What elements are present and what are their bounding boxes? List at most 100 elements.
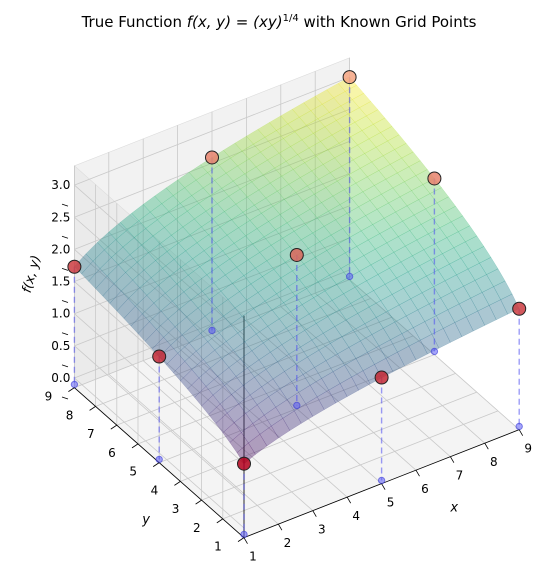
surface-cell [401,327,421,347]
surface-cell [159,234,179,252]
grid-line-floor-y [222,410,499,520]
surface-cell [324,284,344,301]
surface-cell [177,172,197,188]
surface-cell [195,341,216,360]
surface-cell [230,150,250,167]
surface-cell [399,190,419,207]
surface-cell [95,275,115,297]
surface-cell [364,146,384,163]
surface-cell [248,151,268,168]
surface-cell [233,235,253,252]
z-tick-mark [61,203,69,207]
surface-cell [149,310,169,330]
surface-cell [237,324,257,343]
surface-cell [237,158,257,175]
surface-cell [262,269,282,286]
data-point [152,349,167,364]
surface-cell [127,220,147,238]
surface-cell [261,378,281,398]
surface-cell [165,179,185,196]
surface-cell [203,242,223,259]
surface-cell [439,221,459,238]
surface-cell [170,334,190,354]
stem-base-dot [155,455,163,464]
surface-cell [406,199,426,216]
surface-cell [443,205,463,223]
surface-cell [219,219,239,236]
surface-cell [322,157,343,173]
y-tick-mark [237,537,245,542]
surface-cell [321,371,341,391]
x-tick-label: 7 [456,469,464,483]
surface-cell [378,339,398,359]
surface-cell [366,274,386,291]
surface-cell [467,262,487,281]
surface-cell [360,224,381,241]
surface-cell [223,307,243,325]
surface-cell [186,307,206,326]
chart-title: True Function f(x, y) = (xy)1/4 with Kno… [81,13,477,31]
surface-cell [367,170,387,186]
surface-cell [318,343,338,361]
surface-cell [222,422,242,443]
surface-cell [266,253,286,270]
surface-cell [416,233,436,250]
surface-cell [215,234,235,252]
surface-cell [313,290,333,308]
surface-cell [106,264,126,284]
surface-cell [263,229,283,246]
surface-cell [165,352,186,374]
surface-cell [372,217,392,234]
x-tick-mark [450,456,455,463]
surface-cell [342,221,362,238]
surface-cell [221,180,241,197]
surface-cell [264,130,284,146]
surface-cell [321,97,342,113]
surface-cell [366,109,386,125]
surface-cell [401,151,421,168]
surface-cell [111,246,131,266]
surface-cell [272,371,292,390]
surface-cell [306,118,326,134]
surface-cell [172,291,192,310]
z-tick-label: 3.0 [51,178,70,192]
surface-cell [354,115,374,131]
surface-cell [367,345,387,365]
surface-cell [282,410,302,431]
y-tick-label: 6 [108,446,116,460]
surface-cell [131,204,151,222]
surface-cell [263,406,284,427]
y-tick-mark [68,387,75,392]
surface-cell [299,170,320,187]
surface-cell [280,108,300,125]
x-tick-mark [484,442,489,450]
surface-cell [191,187,211,204]
surface-cell [109,290,129,312]
surface-cell [139,277,159,296]
surface-cell [447,303,467,323]
surface-cell [182,218,202,236]
surface-cell [326,83,346,99]
surface-cell [315,250,335,267]
surface-cell [370,258,390,275]
z-axis-label: f(x, y) [20,254,44,295]
surface-cell [242,376,262,396]
surface-cell [193,315,213,334]
surface-cell [317,112,337,128]
surface-cell [248,317,269,335]
surface-cell [275,222,295,239]
surface-cell [217,195,237,212]
grid-line-z-back [74,269,350,379]
surface-cell [350,296,370,314]
z-tick-mark [61,268,69,271]
surface-cell [255,159,275,176]
surface-cell [337,347,357,366]
surface-cell [352,255,372,272]
grid-line-z-left [74,184,245,336]
grid-line-z-left [74,377,245,529]
surface-cell [207,165,227,181]
surface-cell [244,333,264,351]
stem-lines [70,77,523,539]
surface-cell [259,244,279,262]
surface-cell [263,335,283,353]
